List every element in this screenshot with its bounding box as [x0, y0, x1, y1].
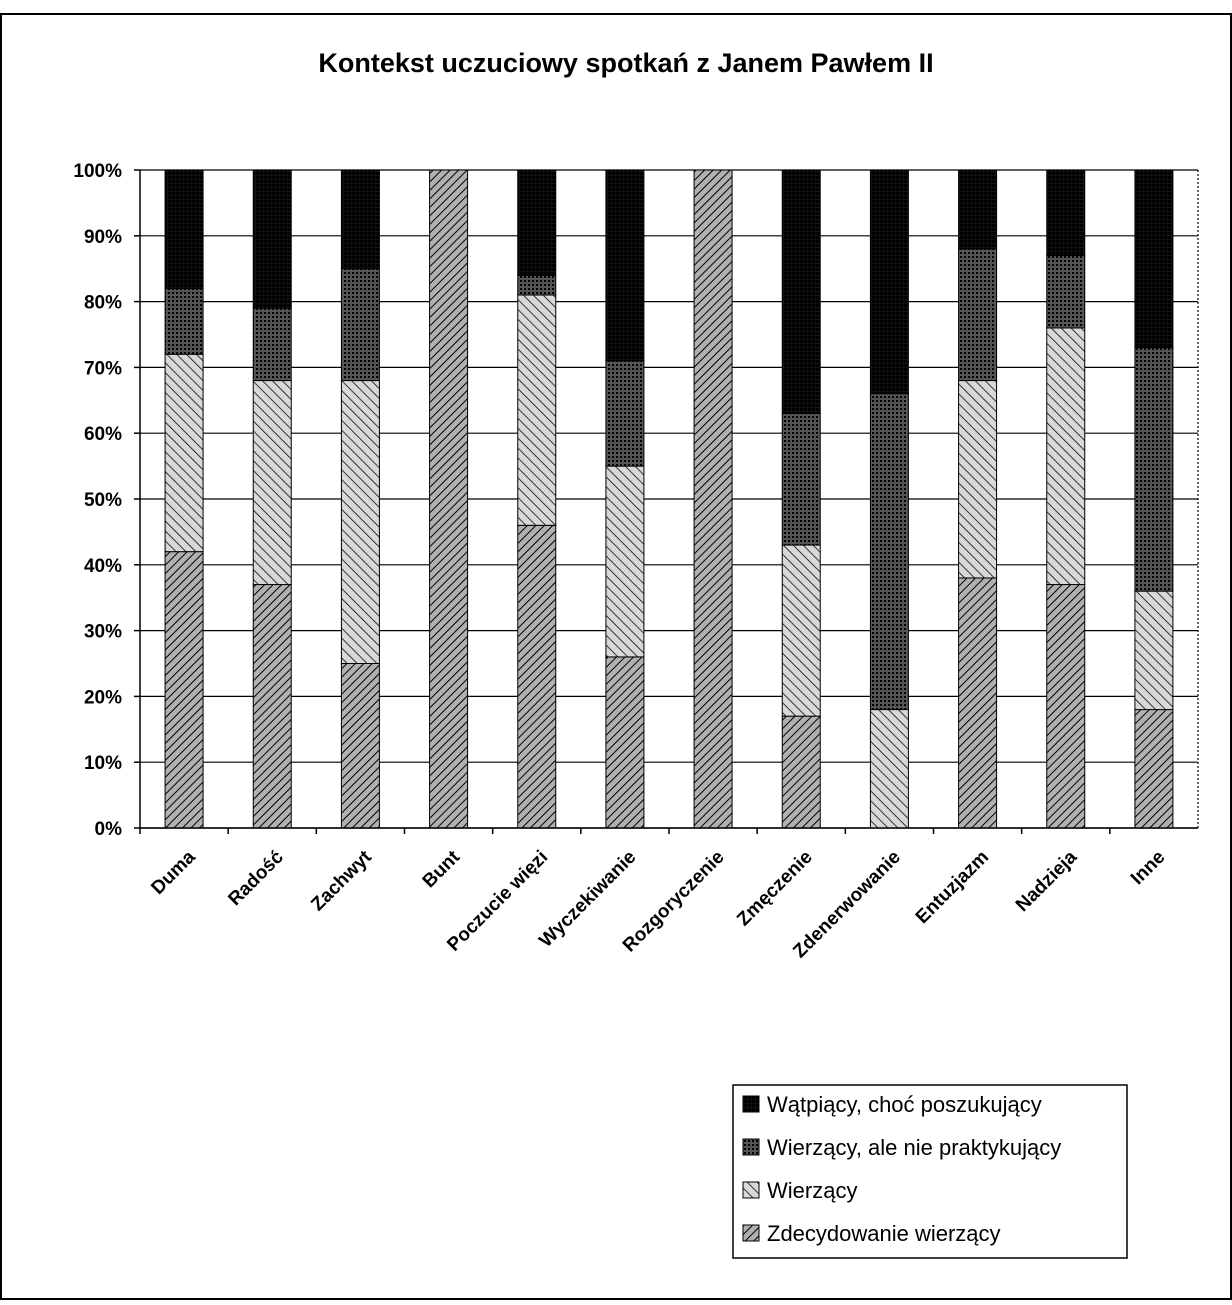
bar-segment	[429, 169, 469, 829]
y-tick-label: 0%	[95, 819, 123, 840]
legend-hatch	[743, 1139, 759, 1155]
bar-segment	[340, 169, 380, 270]
bar-segment	[340, 268, 380, 382]
bar-segment	[340, 380, 380, 664]
bar-segment	[164, 551, 204, 829]
bar-segment	[517, 294, 557, 526]
x-tick-label: Zachwyt	[307, 846, 376, 915]
bar-segment	[164, 353, 204, 553]
bar-segment	[164, 287, 204, 355]
legend-hatch	[743, 1096, 759, 1112]
bar-segment	[252, 169, 292, 309]
y-tick-label: 10%	[84, 753, 122, 774]
y-tick-label: 100%	[73, 161, 122, 182]
x-tick-label: Inne	[1127, 847, 1169, 889]
y-tick-label: 70%	[84, 358, 122, 379]
legend-label: Wierzący	[767, 1178, 857, 1203]
bar-segment	[517, 274, 557, 296]
x-tick-label: Bunt	[419, 846, 465, 892]
bar-segment	[605, 656, 645, 829]
bar-segment	[958, 248, 998, 382]
bar-segment	[958, 380, 998, 579]
bar-segment	[1134, 709, 1174, 829]
bar-segment	[252, 380, 292, 586]
chart-title: Kontekst uczuciowy spotkań z Janem Pawłe…	[318, 48, 933, 78]
legend	[732, 1084, 1128, 1259]
bar-segment	[693, 169, 733, 829]
bar-segment	[869, 169, 909, 395]
y-tick-label: 40%	[84, 556, 122, 577]
y-tick-label: 60%	[84, 424, 122, 445]
bar-segment	[1134, 590, 1174, 711]
x-tick-label: Entuzjazm	[912, 847, 993, 928]
bar-segment	[869, 393, 909, 711]
y-tick-label: 30%	[84, 622, 122, 643]
bar-segment	[605, 360, 645, 467]
bar-segment	[340, 663, 380, 829]
bar-segment	[517, 169, 557, 276]
y-tick-label: 80%	[84, 293, 122, 314]
bar-segment	[1134, 169, 1174, 349]
bar-segment	[605, 465, 645, 658]
x-tick-label: Zmęczenie	[733, 847, 817, 931]
legend-label: Wierzący, ale nie praktykujący	[767, 1135, 1061, 1160]
x-tick-label: Duma	[147, 846, 199, 898]
bar-segment	[1046, 255, 1086, 329]
y-tick-label: 50%	[84, 490, 122, 511]
bar-segment	[1046, 584, 1086, 829]
bar-segment	[1134, 347, 1174, 592]
legend-hatch	[743, 1225, 759, 1241]
y-tick-label: 20%	[84, 687, 122, 708]
bar-segment	[869, 709, 909, 829]
bar-segment	[781, 412, 821, 546]
bar-segment	[252, 307, 292, 382]
bar-segment	[164, 169, 204, 289]
legend-label: Zdecydowanie wierzący	[767, 1221, 1001, 1246]
frame	[0, 13, 1232, 1300]
bar-segment	[781, 544, 821, 717]
legend-label: Wątpiący, choć poszukujący	[767, 1092, 1042, 1117]
legend-hatch	[743, 1182, 759, 1198]
bar-segment	[781, 169, 821, 414]
bar-segment	[1046, 169, 1086, 257]
x-tick-label: Nadzieja	[1012, 846, 1082, 916]
bar-segment	[958, 577, 998, 829]
bar-segment	[781, 715, 821, 829]
y-tick-label: 90%	[84, 227, 122, 248]
x-tick-label: Radość	[224, 846, 288, 910]
bar-segment	[252, 584, 292, 829]
bar-segment	[1046, 327, 1086, 586]
bar-segment	[958, 169, 998, 250]
bar-segment	[517, 524, 557, 829]
bar-segment	[605, 169, 645, 362]
